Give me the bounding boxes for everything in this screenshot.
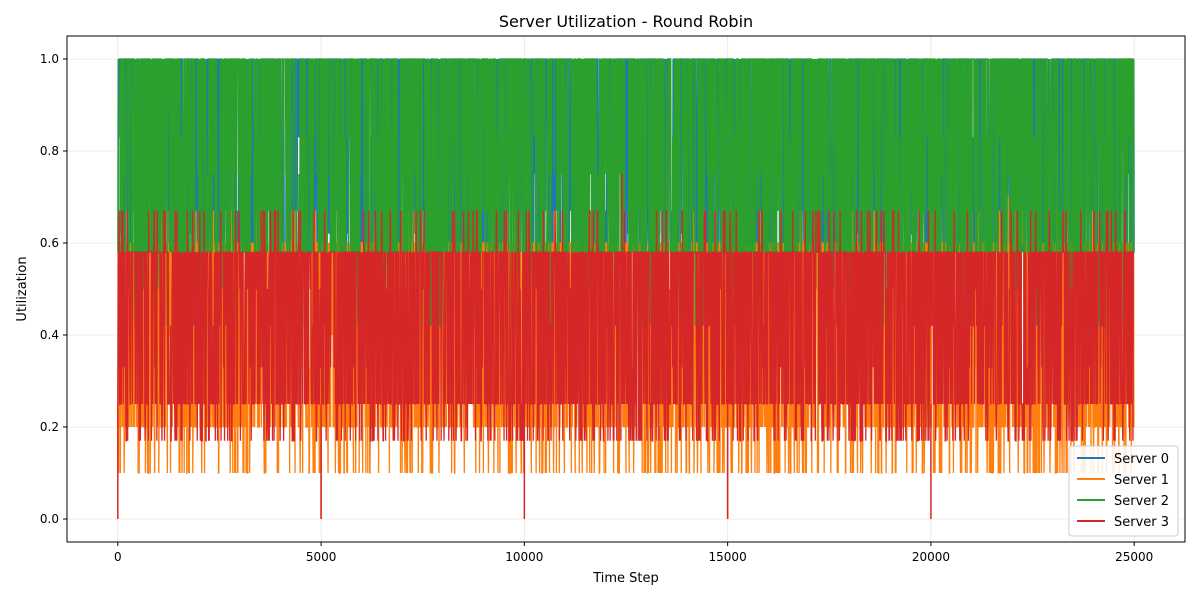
legend: Server 0 Server 1 Server 2 Server 3 <box>1068 445 1179 537</box>
series-line-server-3 <box>117 210 1135 442</box>
y-tick-label: 1.0 <box>40 52 59 66</box>
x-tick-label: 0 <box>114 550 122 564</box>
plot-frame <box>66 35 1186 543</box>
y-axis-label: Utilization <box>15 256 30 321</box>
y-tick-label: 0.0 <box>40 512 59 526</box>
y-tick-label: 0.8 <box>40 144 59 158</box>
legend-label: Server 0 <box>1114 452 1169 467</box>
x-tick-label: 15000 <box>709 550 747 564</box>
y-tick-label: 0.6 <box>40 236 59 250</box>
y-tick-label: 0.2 <box>40 420 59 434</box>
legend-label: Server 2 <box>1114 494 1169 509</box>
x-tick-label: 10000 <box>505 550 543 564</box>
x-tick-label: 25000 <box>1115 550 1153 564</box>
x-tick-label: 5000 <box>306 550 337 564</box>
series-lines <box>117 58 1135 519</box>
x-tick-label: 20000 <box>912 550 950 564</box>
legend-label: Server 3 <box>1114 515 1169 530</box>
series-line-server-2 <box>117 58 1135 327</box>
x-axis-label: Time Step <box>592 571 659 586</box>
axis-ticks: 0 5000 10000 15000 20000 25000 0.0 0.2 0.4 0.6 0.8… <box>40 52 1153 564</box>
y-tick-label: 0.4 <box>40 328 59 342</box>
legend-box <box>1068 445 1179 537</box>
legend-label: Server 1 <box>1114 473 1169 488</box>
chart-title: Server Utilization - Round Robin <box>499 12 753 31</box>
